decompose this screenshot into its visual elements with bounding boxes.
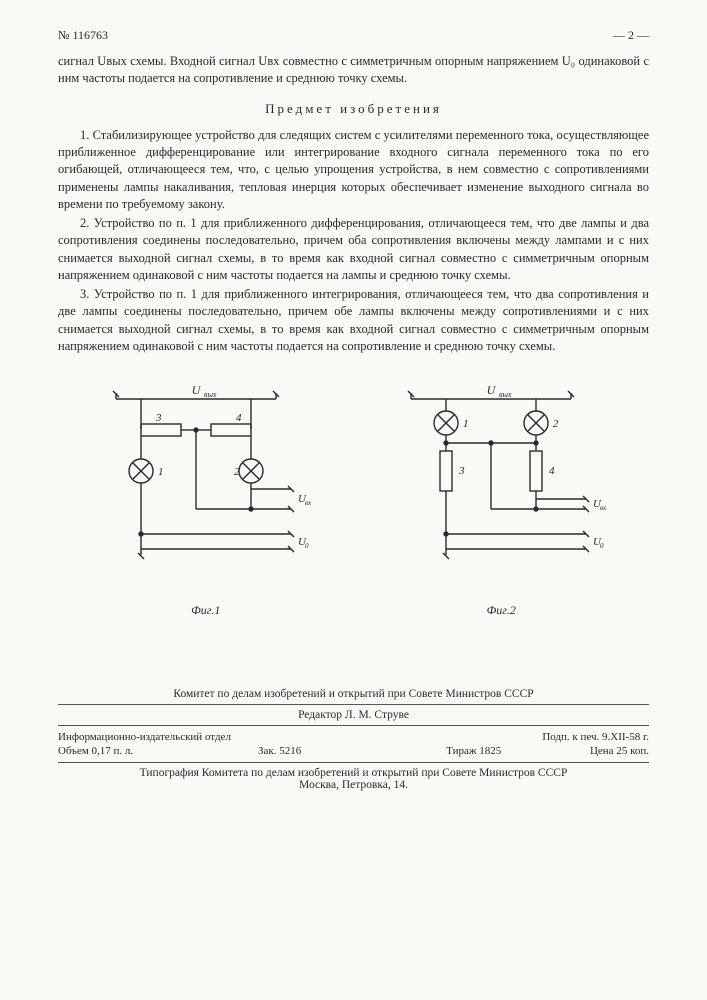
footer-row-1: Информационно-издательский отдел Подп. к… [58, 730, 649, 744]
footer-address: Москва, Петровка, 14. [58, 779, 649, 791]
fig2-caption: Фиг.2 [391, 603, 611, 618]
page: № 116763 — 2 — сигнал Uвых схемы. Входно… [0, 0, 707, 1000]
figures-row: U вых 3 4 [58, 379, 649, 618]
section-title: Предмет изобретения [58, 101, 649, 117]
figure-1: U вых 3 4 [96, 379, 316, 618]
svg-text:вх: вх [600, 504, 607, 512]
footer-committee: Комитет по делам изобретений и открытий … [58, 688, 649, 700]
intro-paragraph: сигнал Uвых схемы. Входной сигнал Uвх со… [58, 53, 649, 87]
svg-text:U: U [191, 383, 201, 397]
footer-rule-2 [58, 725, 649, 726]
header-row: № 116763 — 2 — [58, 28, 649, 43]
footer-r1-c: Подп. к печ. 9.XII-58 г. [354, 731, 650, 743]
svg-text:вых: вых [204, 390, 217, 399]
svg-text:вх: вх [305, 499, 312, 507]
svg-text:3: 3 [458, 465, 465, 477]
footer: Комитет по делам изобретений и открытий … [58, 688, 649, 791]
figure-2: U вых 1 2 [391, 379, 611, 618]
svg-text:1: 1 [463, 418, 469, 430]
svg-text:0: 0 [305, 542, 309, 550]
footer-typography: Типография Комитета по делам изобретений… [58, 767, 649, 779]
doc-number: № 116763 [58, 28, 108, 43]
footer-r2-mid: Тираж 1825 [354, 745, 502, 757]
svg-text:вых: вых [499, 390, 512, 399]
svg-text:3: 3 [155, 412, 162, 424]
footer-r1-a: Информационно-издательский отдел [58, 731, 354, 743]
claim-2: 2. Устройство по п. 1 для приближенного … [58, 215, 649, 284]
svg-text:2: 2 [553, 418, 559, 430]
footer-row-2: Объем 0,17 п. л. Зак. 5216 Тираж 1825 Це… [58, 744, 649, 758]
svg-text:2: 2 [234, 466, 240, 478]
svg-text:1: 1 [158, 466, 164, 478]
fig1-caption: Фиг.1 [96, 603, 316, 618]
footer-rule-1 [58, 704, 649, 705]
page-marker: — 2 — [613, 28, 649, 43]
footer-editor: Редактор Л. М. Струве [58, 709, 649, 721]
footer-rule-3 [58, 762, 649, 763]
claim-3: 3. Устройство по п. 1 для приближенного … [58, 286, 649, 355]
fig2-svg: U вых 1 2 [391, 379, 611, 599]
svg-text:U: U [487, 383, 497, 397]
svg-text:4: 4 [549, 465, 555, 477]
claim-1: 1. Стабилизирующее устройство для следящ… [58, 127, 649, 213]
footer-r2-a: Объем 0,17 п. л. [58, 745, 206, 757]
footer-r2-b: Зак. 5216 [206, 745, 354, 757]
fig1-svg: U вых 3 4 [96, 379, 316, 599]
svg-text:4: 4 [236, 412, 242, 424]
svg-text:0: 0 [600, 542, 604, 550]
footer-r2-c: Цена 25 коп. [501, 745, 649, 757]
